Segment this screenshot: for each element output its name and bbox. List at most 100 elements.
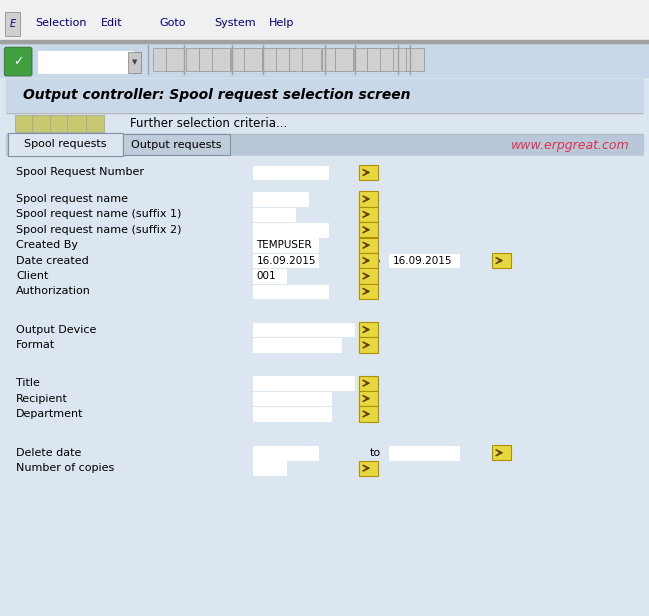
Bar — [6, 113, 643, 134]
FancyBboxPatch shape — [359, 253, 378, 268]
Bar — [0, 42, 649, 77]
Text: ▼: ▼ — [132, 59, 137, 65]
FancyBboxPatch shape — [359, 238, 378, 253]
FancyBboxPatch shape — [359, 222, 378, 237]
Bar — [253, 376, 354, 390]
Bar — [0, 40, 649, 41]
Text: Output requests: Output requests — [131, 140, 222, 150]
Bar — [253, 392, 331, 405]
Text: Spool request name (suffix 1): Spool request name (suffix 1) — [16, 209, 182, 219]
Text: Date created: Date created — [16, 256, 89, 265]
FancyBboxPatch shape — [359, 322, 378, 337]
Bar — [253, 238, 318, 252]
FancyBboxPatch shape — [212, 48, 230, 71]
FancyBboxPatch shape — [186, 48, 204, 71]
FancyBboxPatch shape — [50, 115, 68, 132]
Text: 001: 001 — [256, 271, 276, 281]
Text: to: to — [370, 448, 381, 458]
Text: System: System — [214, 18, 256, 28]
Text: 16.09.2015: 16.09.2015 — [256, 256, 316, 265]
Text: www.erpgreat.com: www.erpgreat.com — [511, 139, 630, 152]
Bar — [253, 208, 295, 221]
FancyBboxPatch shape — [359, 165, 378, 180]
Text: Help: Help — [269, 18, 295, 28]
Text: Title: Title — [16, 378, 40, 388]
FancyBboxPatch shape — [8, 133, 123, 156]
FancyBboxPatch shape — [335, 48, 353, 71]
Bar — [389, 446, 459, 460]
FancyBboxPatch shape — [244, 48, 262, 71]
Bar — [253, 407, 331, 421]
Text: Further selection criteria...: Further selection criteria... — [130, 117, 287, 130]
FancyBboxPatch shape — [359, 391, 378, 406]
FancyBboxPatch shape — [406, 48, 424, 71]
FancyBboxPatch shape — [32, 115, 51, 132]
Text: TEMPUSER: TEMPUSER — [256, 240, 312, 250]
FancyBboxPatch shape — [166, 48, 184, 71]
Text: Client: Client — [16, 271, 49, 281]
Bar — [6, 135, 643, 155]
FancyBboxPatch shape — [322, 48, 340, 71]
FancyBboxPatch shape — [393, 48, 411, 71]
FancyBboxPatch shape — [302, 48, 321, 71]
Text: Recipient: Recipient — [16, 394, 68, 403]
FancyBboxPatch shape — [5, 12, 20, 36]
Text: Selection: Selection — [36, 18, 87, 28]
Text: Spool requests: Spool requests — [24, 139, 107, 150]
Text: to: to — [370, 256, 381, 265]
Bar — [253, 254, 318, 267]
Bar — [253, 166, 328, 179]
FancyBboxPatch shape — [67, 115, 86, 132]
Text: Edit: Edit — [101, 18, 122, 28]
FancyBboxPatch shape — [359, 269, 378, 283]
FancyBboxPatch shape — [231, 48, 249, 71]
Text: Goto: Goto — [159, 18, 186, 28]
FancyBboxPatch shape — [492, 253, 511, 268]
Text: Created By: Created By — [16, 240, 79, 250]
Bar — [6, 79, 643, 111]
Text: Authorization: Authorization — [16, 286, 91, 296]
Text: Format: Format — [16, 340, 55, 350]
Text: Spool request name (suffix 2): Spool request name (suffix 2) — [16, 225, 182, 235]
FancyBboxPatch shape — [199, 48, 217, 71]
Bar — [6, 156, 643, 610]
Bar — [0, 42, 649, 43]
Text: Number of copies: Number of copies — [16, 463, 114, 473]
FancyBboxPatch shape — [492, 445, 511, 460]
Bar — [253, 192, 308, 206]
Text: E: E — [9, 19, 16, 29]
Text: Spool request name: Spool request name — [16, 194, 129, 204]
Text: Spool Request Number: Spool Request Number — [16, 168, 144, 177]
FancyBboxPatch shape — [276, 48, 295, 71]
Bar — [253, 446, 318, 460]
FancyBboxPatch shape — [359, 407, 378, 421]
FancyBboxPatch shape — [128, 52, 141, 73]
Bar — [253, 223, 328, 237]
FancyBboxPatch shape — [380, 48, 398, 71]
Text: Department: Department — [16, 409, 84, 419]
Text: 16.09.2015: 16.09.2015 — [393, 256, 452, 265]
Bar — [253, 323, 354, 336]
FancyBboxPatch shape — [359, 192, 378, 206]
FancyBboxPatch shape — [359, 376, 378, 391]
Bar — [253, 461, 286, 475]
FancyBboxPatch shape — [86, 115, 104, 132]
Bar — [253, 269, 286, 283]
FancyBboxPatch shape — [354, 48, 373, 71]
FancyBboxPatch shape — [367, 48, 386, 71]
Bar — [389, 254, 459, 267]
Text: Delete date: Delete date — [16, 448, 82, 458]
FancyBboxPatch shape — [153, 48, 171, 71]
Text: Output controller: Spool request selection screen: Output controller: Spool request selecti… — [23, 88, 410, 102]
Text: ✓: ✓ — [13, 55, 23, 68]
FancyBboxPatch shape — [359, 284, 378, 299]
Bar — [253, 338, 341, 352]
Bar — [0, 0, 649, 40]
FancyBboxPatch shape — [5, 47, 32, 76]
Text: Output Device: Output Device — [16, 325, 97, 334]
FancyBboxPatch shape — [15, 115, 33, 132]
Bar — [253, 285, 328, 298]
FancyBboxPatch shape — [289, 48, 308, 71]
Bar — [39, 52, 133, 73]
FancyBboxPatch shape — [263, 48, 282, 71]
